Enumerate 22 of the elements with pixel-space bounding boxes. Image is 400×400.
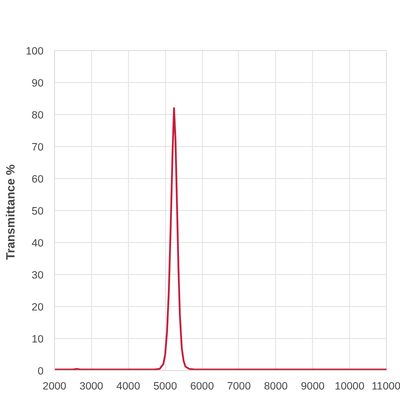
x-tick-label: 9000: [300, 380, 325, 392]
y-tick-label: 90: [32, 78, 44, 90]
y-axis-title: Transmittance %: [4, 164, 18, 260]
x-tick-label: 7000: [227, 380, 251, 392]
x-tick-label: 6000: [190, 380, 214, 392]
y-tick-label: 60: [32, 174, 44, 186]
x-tick-label: 10000: [334, 380, 364, 392]
x-tick-label: 3000: [80, 380, 104, 392]
y-tick-label: 70: [32, 142, 44, 154]
y-tick-label: 20: [32, 302, 44, 314]
x-tick-label: 11000: [372, 380, 400, 392]
y-tick-label: 0: [38, 366, 44, 378]
y-tick-label: 40: [32, 238, 44, 250]
x-tick-label: 4000: [116, 380, 140, 392]
y-tick-label: 10: [32, 334, 44, 346]
x-tick-label: 8000: [264, 380, 288, 392]
y-tick-label: 100: [26, 46, 44, 58]
y-tick-label: 80: [32, 110, 44, 122]
y-tick-label: 30: [32, 270, 44, 282]
x-tick-label: 5000: [153, 380, 178, 392]
x-tick-label: 2000: [42, 380, 66, 392]
y-tick-label: 50: [32, 206, 44, 218]
